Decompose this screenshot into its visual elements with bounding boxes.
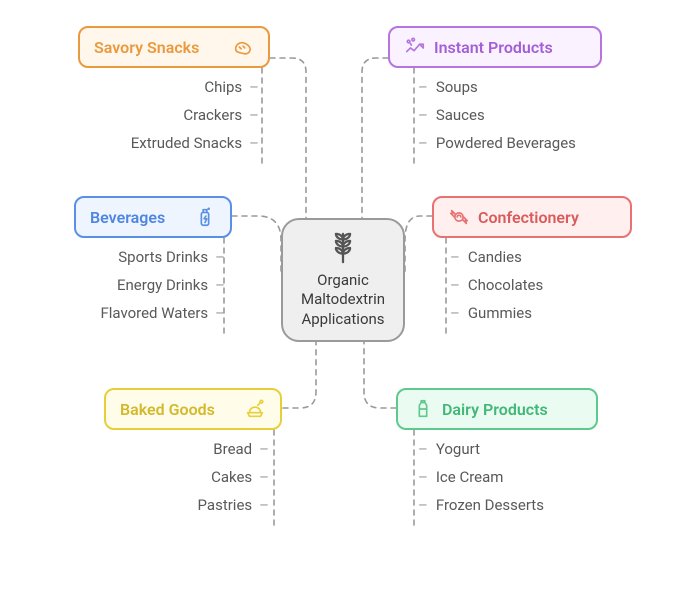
list-item: Cakes– xyxy=(211,468,270,486)
dash-icon: – xyxy=(215,248,226,266)
list-item-label: Bread xyxy=(213,440,252,458)
list-item-label: Powdered Beverages xyxy=(436,134,576,152)
connector xyxy=(270,58,306,218)
list-item-label: Sports Drinks xyxy=(118,248,208,266)
category-label: Savory Snacks xyxy=(94,38,199,57)
dash-icon: – xyxy=(450,304,461,322)
list-item-label: Cakes xyxy=(211,468,252,486)
category-label: Confectionery xyxy=(478,208,579,227)
list-item: –Chocolates xyxy=(450,276,543,294)
dairy-icon xyxy=(412,398,434,420)
center-title: Organic Maltodextrin Applications xyxy=(301,271,385,330)
dash-icon: – xyxy=(418,78,429,96)
list-item-label: Chips xyxy=(204,78,242,96)
category-list-confectionery: –Candies–Chocolates–Gummies xyxy=(450,248,543,322)
wheat-icon xyxy=(326,231,360,265)
list-item-label: Ice Cream xyxy=(436,468,504,486)
category-label: Dairy Products xyxy=(442,400,548,419)
category-list-dairy: –Yogurt–Ice Cream–Frozen Desserts xyxy=(418,440,544,514)
dash-icon: – xyxy=(259,440,270,458)
candy-icon xyxy=(448,206,470,228)
dash-icon: – xyxy=(450,276,461,294)
list-item: Extruded Snacks– xyxy=(131,134,260,152)
instant-icon xyxy=(404,36,426,58)
connector xyxy=(283,342,316,408)
category-label: Beverages xyxy=(90,208,165,227)
list-item: –Gummies xyxy=(450,304,532,322)
dash-icon: – xyxy=(418,496,429,514)
bottle-icon xyxy=(194,206,216,228)
connector xyxy=(232,216,281,272)
connector xyxy=(362,58,388,218)
list-item-label: Gummies xyxy=(468,304,532,322)
dash-icon: – xyxy=(418,134,429,152)
list-item: –Powdered Beverages xyxy=(418,134,576,152)
dash-icon: – xyxy=(249,134,260,152)
category-baked: Baked Goods xyxy=(104,388,282,430)
list-item-label: Flavored Waters xyxy=(100,304,208,322)
list-item-label: Chocolates xyxy=(468,276,543,294)
category-instant: Instant Products xyxy=(388,26,602,68)
list-item: –Candies xyxy=(450,248,522,266)
dash-icon: – xyxy=(259,496,270,514)
dash-icon: – xyxy=(418,468,429,486)
category-list-beverages: Sports Drinks–Energy Drinks–Flavored Wat… xyxy=(100,248,226,322)
list-item: –Yogurt xyxy=(418,440,480,458)
dash-icon: – xyxy=(249,106,260,124)
bread-icon xyxy=(232,36,254,58)
list-item-label: Frozen Desserts xyxy=(436,496,544,514)
list-item: Pastries– xyxy=(198,496,270,514)
list-item: –Ice Cream xyxy=(418,468,503,486)
dash-icon: – xyxy=(418,440,429,458)
category-confectionery: Confectionery xyxy=(432,196,632,238)
dash-icon: – xyxy=(215,304,226,322)
category-list-instant: –Soups–Sauces–Powdered Beverages xyxy=(418,78,576,152)
list-item-label: Pastries xyxy=(198,496,253,514)
list-item: Chips– xyxy=(204,78,260,96)
diagram-canvas: Organic Maltodextrin Applications Savory… xyxy=(0,0,685,595)
category-list-savory: Chips–Crackers–Extruded Snacks– xyxy=(131,78,260,152)
category-beverages: Beverages xyxy=(74,196,232,238)
list-item: –Sauces xyxy=(418,106,485,124)
list-item: –Soups xyxy=(418,78,478,96)
category-dairy: Dairy Products xyxy=(396,388,598,430)
category-label: Baked Goods xyxy=(120,400,215,419)
center-node: Organic Maltodextrin Applications xyxy=(281,218,405,342)
list-item: Energy Drinks– xyxy=(117,276,226,294)
list-item-label: Extruded Snacks xyxy=(131,134,242,152)
dash-icon: – xyxy=(259,468,270,486)
category-list-baked: Bread–Cakes–Pastries– xyxy=(198,440,270,514)
baked-icon xyxy=(244,398,266,420)
dash-icon: – xyxy=(418,106,429,124)
list-item-label: Energy Drinks xyxy=(117,276,208,294)
connector xyxy=(405,216,432,272)
list-item: Crackers– xyxy=(183,106,260,124)
dash-icon: – xyxy=(249,78,260,96)
list-item: –Frozen Desserts xyxy=(418,496,544,514)
dash-icon: – xyxy=(450,248,461,266)
category-savory: Savory Snacks xyxy=(78,26,270,68)
list-item-label: Candies xyxy=(468,248,522,266)
connector xyxy=(364,342,396,408)
list-item: Sports Drinks– xyxy=(118,248,226,266)
list-item-label: Sauces xyxy=(436,106,485,124)
list-item-label: Yogurt xyxy=(436,440,480,458)
list-item-label: Crackers xyxy=(183,106,242,124)
list-item-label: Soups xyxy=(436,78,478,96)
category-label: Instant Products xyxy=(434,38,553,57)
list-item: Bread– xyxy=(213,440,270,458)
dash-icon: – xyxy=(215,276,226,294)
list-item: Flavored Waters– xyxy=(100,304,226,322)
